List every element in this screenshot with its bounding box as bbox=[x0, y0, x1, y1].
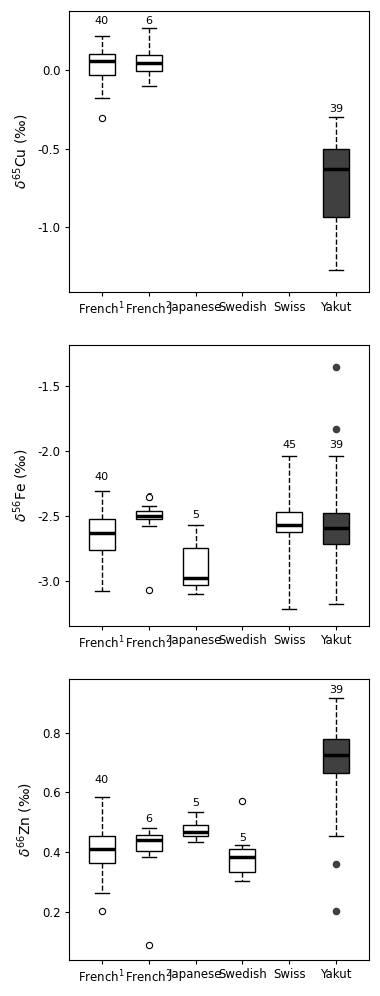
Text: 39: 39 bbox=[329, 440, 343, 450]
Bar bbox=[136, 835, 162, 851]
Bar bbox=[183, 549, 208, 585]
Y-axis label: $\delta^{65}$Cu (‰): $\delta^{65}$Cu (‰) bbox=[11, 114, 31, 189]
Bar bbox=[183, 826, 208, 836]
Bar bbox=[136, 55, 162, 72]
Text: 6: 6 bbox=[145, 814, 152, 824]
Bar bbox=[323, 513, 349, 545]
Bar bbox=[276, 512, 302, 532]
Text: 5: 5 bbox=[192, 510, 199, 520]
Bar bbox=[230, 850, 255, 872]
Text: 5: 5 bbox=[192, 798, 199, 808]
Text: 39: 39 bbox=[329, 685, 343, 695]
Text: 40: 40 bbox=[95, 472, 109, 482]
Y-axis label: $\delta^{66}$Zn (‰): $\delta^{66}$Zn (‰) bbox=[16, 782, 35, 857]
Text: 40: 40 bbox=[95, 16, 109, 26]
Bar bbox=[89, 519, 115, 550]
Text: 6: 6 bbox=[145, 493, 152, 503]
Bar bbox=[323, 148, 349, 216]
Bar bbox=[136, 511, 162, 519]
Text: 6: 6 bbox=[145, 16, 152, 26]
Bar bbox=[89, 54, 115, 75]
Y-axis label: $\delta^{56}$Fe (‰): $\delta^{56}$Fe (‰) bbox=[11, 449, 31, 522]
Text: 39: 39 bbox=[329, 105, 343, 115]
Bar bbox=[89, 836, 115, 863]
Text: 5: 5 bbox=[239, 833, 246, 843]
Text: 45: 45 bbox=[282, 440, 296, 450]
Bar bbox=[323, 739, 349, 773]
Text: 40: 40 bbox=[95, 775, 109, 785]
